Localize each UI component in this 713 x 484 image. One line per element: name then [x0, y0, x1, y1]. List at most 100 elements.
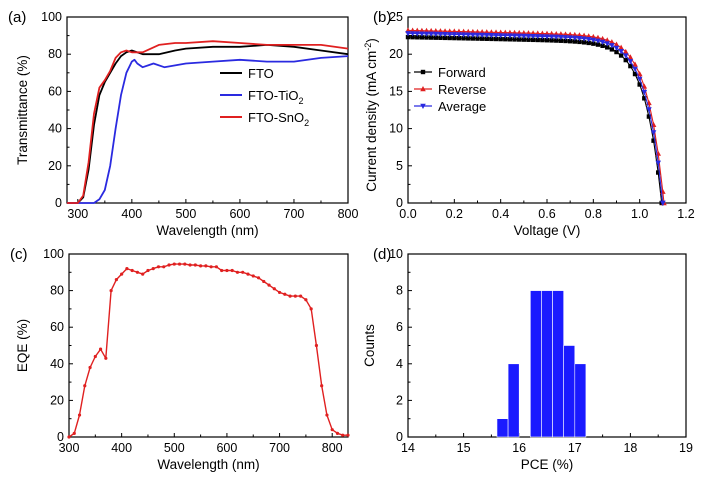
x-tick-label: 0.2: [446, 207, 463, 221]
y-tick-label: 0: [57, 430, 64, 444]
data-point: [420, 103, 426, 109]
data-point: [419, 35, 425, 40]
data-point: [544, 34, 550, 40]
data-point: [581, 36, 587, 42]
x-tick-label: 1.2: [677, 207, 694, 221]
y-tick-label: 10: [389, 247, 403, 261]
data-point: [151, 267, 155, 271]
y-axis-title: Transmittance (%): [15, 55, 30, 165]
x-tick-label: 0.6: [538, 207, 555, 221]
y-axis-title: Current density (mA cm-2): [363, 38, 379, 192]
y-tick-label: 6: [396, 320, 403, 334]
data-point: [576, 35, 583, 42]
x-tick-label: 300: [67, 207, 88, 221]
data-point: [554, 38, 559, 43]
data-point: [636, 76, 643, 82]
data-point: [235, 270, 240, 274]
x-tick-label: 17: [568, 441, 582, 455]
data-point: [591, 41, 596, 46]
data-point: [475, 36, 480, 41]
data-point: [433, 31, 439, 37]
data-point: [622, 53, 629, 59]
data-point: [67, 435, 71, 439]
legend-label: Average: [438, 99, 486, 114]
data-point: [272, 287, 276, 291]
y-tick-label: 20: [389, 47, 403, 61]
data-point: [484, 36, 489, 41]
x-tick-label: 15: [457, 441, 471, 455]
data-point: [628, 63, 633, 69]
data-point: [572, 35, 578, 41]
data-point: [511, 33, 518, 39]
x-tick-label: 600: [229, 207, 250, 221]
data-point: [618, 53, 624, 58]
data-point: [567, 35, 573, 41]
data-point: [77, 413, 82, 417]
histogram-bar: [563, 345, 576, 438]
y-axis-title: Counts: [362, 324, 377, 367]
data-point: [534, 34, 541, 40]
data-point: [609, 47, 615, 52]
data-point: [521, 37, 527, 42]
data-point: [83, 384, 87, 388]
x-tick-label: 16: [512, 441, 526, 455]
data-point: [567, 39, 573, 44]
x-tick-label: 600: [216, 441, 237, 455]
data-point: [114, 278, 118, 282]
data-point: [535, 37, 540, 43]
data-point: [623, 57, 628, 63]
data-point: [466, 36, 471, 41]
data-point: [437, 31, 444, 38]
x-axis-title: Wavelength (nm): [157, 457, 259, 472]
x-axis-title: PCE (%): [521, 457, 574, 472]
data-point: [405, 34, 411, 40]
data-point: [456, 35, 462, 41]
data-point: [424, 35, 429, 40]
x-axis-title: Voltage (V): [514, 223, 581, 238]
data-point: [409, 31, 416, 37]
data-point: [277, 290, 282, 295]
data-point: [183, 262, 187, 266]
data-point: [405, 31, 411, 37]
x-tick-label: 400: [111, 441, 132, 455]
data-point: [599, 35, 606, 42]
data-point: [162, 265, 166, 269]
data-point: [595, 42, 601, 47]
data-point: [646, 107, 652, 113]
data-point: [230, 268, 234, 273]
y-tick-label: 10: [389, 122, 403, 136]
data-point: [423, 31, 430, 37]
data-point: [288, 294, 292, 298]
data-point: [420, 69, 426, 75]
y-tick-label: 0: [55, 196, 62, 210]
y-tick-label: 4: [396, 357, 403, 371]
y-tick-label: 80: [48, 47, 62, 61]
histogram-bar: [507, 363, 520, 438]
y-tick-label: 20: [50, 393, 64, 407]
data-point: [488, 33, 495, 39]
data-point: [483, 32, 490, 39]
x-tick-label: 500: [164, 441, 185, 455]
data-point: [503, 36, 508, 42]
x-tick-label: 1.0: [631, 207, 648, 221]
y-axis-title: EQE (%): [15, 319, 30, 372]
data-point: [177, 262, 182, 266]
series-line-fto-sno2: [67, 40, 349, 204]
data-point: [530, 33, 536, 40]
data-point: [586, 40, 591, 46]
data-point: [540, 37, 545, 43]
data-point: [489, 36, 494, 42]
data-point: [530, 37, 536, 43]
data-point: [193, 263, 197, 267]
data-point: [251, 274, 255, 278]
data-point: [420, 86, 426, 92]
data-point: [479, 32, 485, 38]
y-tick-label: 20: [48, 159, 62, 173]
data-point: [246, 272, 250, 276]
x-tick-label: 19: [679, 441, 693, 455]
y-tick-label: 100: [43, 247, 64, 261]
data-point: [438, 35, 443, 40]
data-point: [320, 384, 324, 388]
data-point: [539, 34, 546, 40]
data-point: [507, 33, 513, 39]
